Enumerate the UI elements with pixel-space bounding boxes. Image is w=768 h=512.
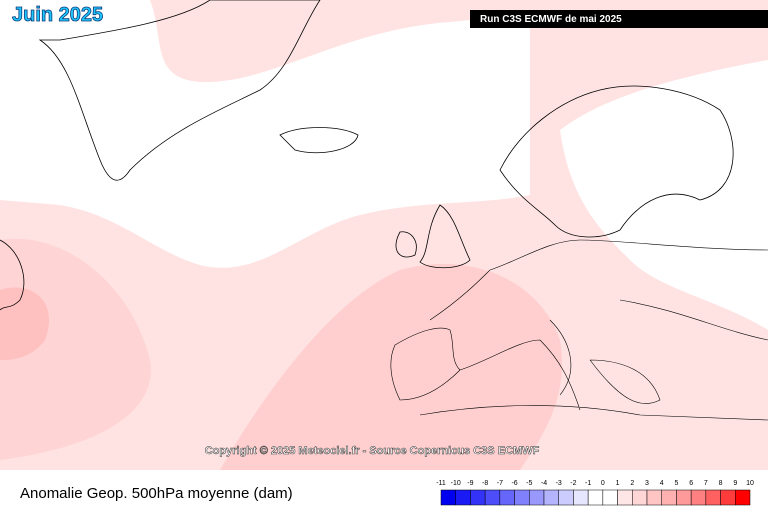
- colorbar-box: [514, 489, 530, 506]
- colorbar-label: 5: [674, 480, 678, 487]
- colorbar-box: [720, 489, 736, 506]
- colorbar-label: 1: [616, 480, 620, 487]
- colorbar-box: [617, 489, 633, 506]
- colorbar-label: -6: [511, 480, 517, 487]
- colorbar-box: [661, 489, 677, 506]
- colorbar-label: -10: [451, 480, 461, 487]
- colorbar-label: 6: [689, 480, 693, 487]
- colorbar-box: [690, 489, 707, 506]
- borders: [390, 239, 768, 421]
- colorbar-box: [499, 489, 515, 506]
- colorbar-box: [735, 489, 751, 506]
- colorbar-label: -5: [526, 480, 532, 487]
- colorbar-box: [587, 489, 604, 506]
- run-box: [470, 10, 768, 28]
- colorbar-box: [646, 489, 662, 506]
- colorbar-label: -1: [585, 480, 591, 487]
- colorbar-label: 10: [746, 480, 754, 487]
- neutral-area: [0, 0, 530, 268]
- colorbar-box: [440, 489, 456, 506]
- colorbar-label: 4: [660, 480, 664, 487]
- british-isles: [395, 204, 471, 269]
- caption: Anomalie Geop. 500hPa moyenne (dam): [20, 485, 293, 502]
- colorbar-label: -4: [541, 480, 547, 487]
- map: [0, 0, 768, 470]
- greenland-coast: [38, 0, 321, 181]
- colorbar-box: [484, 489, 501, 506]
- iceland-coast: [279, 127, 359, 154]
- colorbar-box: [705, 489, 721, 506]
- run-label: Run C3S ECMWF de mai 2025: [480, 14, 622, 25]
- colorbar-label: 3: [645, 480, 649, 487]
- colorbar-label: -3: [556, 480, 562, 487]
- colorbar-label: 7: [704, 480, 708, 487]
- colorbar-box: [676, 489, 692, 506]
- colorbar-label: 2: [630, 480, 634, 487]
- colorbar-box: [558, 489, 574, 506]
- colorbar-box: [470, 489, 486, 506]
- scandinavia-coast: [499, 85, 734, 238]
- colorbar-box: [529, 489, 545, 506]
- neutral-area: [560, 60, 768, 330]
- colorbar-box: [632, 489, 648, 506]
- colorbar-box: [602, 489, 618, 506]
- colorbar-label: -7: [497, 480, 503, 487]
- colorbar-box: [455, 489, 471, 506]
- colorbar: -11 -10 -9 -8 -7 -6 -5 -4 -3 -2 -1 0 1 2 3 4 5 6 7 8 9 10: [436, 480, 754, 506]
- colorbar-label: 9: [733, 480, 737, 487]
- colorbar-box: [543, 489, 559, 506]
- copyright: Copyright © 2025 Meteociel.fr - Source C…: [205, 445, 540, 457]
- colorbar-label: -8: [482, 480, 488, 487]
- colorbar-label: -11: [436, 480, 446, 487]
- map-title: Juin 2025: [12, 4, 103, 26]
- colorbar-label: 8: [719, 480, 723, 487]
- labrador-coast: [0, 239, 25, 311]
- anomaly-area: [0, 0, 500, 82]
- colorbar-label: -9: [467, 480, 473, 487]
- colorbar-label: -2: [570, 480, 576, 487]
- anomaly-area: [0, 238, 151, 460]
- colorbar-label: 0: [601, 480, 605, 487]
- colorbar-box: [573, 489, 589, 506]
